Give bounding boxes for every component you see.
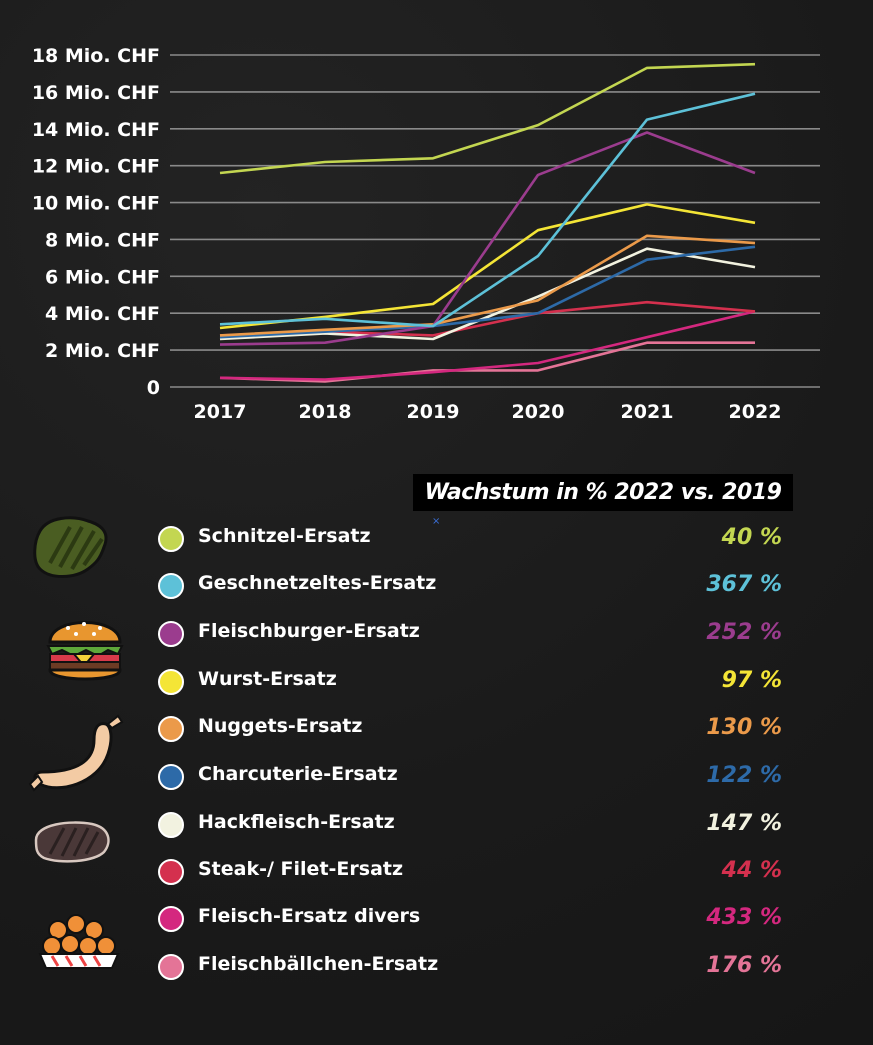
- y-tick-label: 16 Mio. CHF: [32, 82, 160, 104]
- legend-label: Hackfleisch-Ersatz: [198, 811, 395, 833]
- legend-color-dot: [158, 812, 184, 838]
- burger-icon: [46, 621, 124, 681]
- schnitzel-icon: [33, 516, 108, 578]
- x-tick-label: 2022: [729, 401, 782, 423]
- y-tick-label: 0: [147, 377, 160, 399]
- legend-color-dot: [158, 669, 184, 695]
- legend-item: Fleischburger-Ersatz 252 %: [158, 618, 798, 654]
- growth-value: 367 %: [706, 572, 782, 597]
- legend-item: Hackfleisch-Ersatz 147 %: [158, 809, 798, 845]
- growth-value: 97 %: [721, 668, 782, 693]
- legend-item: Schnitzel-Ersatz 40 %: [158, 523, 798, 559]
- growth-value: 252 %: [706, 620, 782, 645]
- y-tick-label: 18 Mio. CHF: [32, 45, 160, 67]
- chart-series: [219, 62, 756, 383]
- sausage-icon: [28, 714, 124, 792]
- growth-value: 176 %: [706, 953, 782, 978]
- legend-item: Steak-/ Filet-Ersatz 44 %: [158, 856, 798, 892]
- legend-item: Nuggets-Ersatz 130 %: [158, 713, 798, 749]
- legend-label: Fleischburger-Ersatz: [198, 620, 420, 642]
- legend-color-dot: [158, 859, 184, 885]
- legend-label: Fleisch-Ersatz divers: [198, 905, 421, 927]
- series-line: [219, 203, 756, 330]
- legend-item: Fleisch-Ersatz divers 433 %: [158, 903, 798, 939]
- legend-color-dot: [158, 906, 184, 932]
- x-tick-label: 2018: [299, 401, 352, 423]
- series-line: [219, 92, 756, 328]
- y-tick-label: 6 Mio. CHF: [45, 266, 160, 288]
- x-axis-ticks: 2017 2018 2019 2020 2021 2022: [194, 401, 782, 423]
- legend-color-dot: [158, 716, 184, 742]
- x-tick-label: 2017: [194, 401, 247, 423]
- y-tick-label: 2 Mio. CHF: [45, 340, 160, 362]
- legend-item: Wurst-Ersatz 97 %: [158, 666, 798, 702]
- growth-header: Wachstum in % 2022 vs. 2019: [413, 474, 793, 511]
- x-tick-label: 2019: [407, 401, 460, 423]
- steak-icon: [34, 821, 110, 863]
- legend-label: Schnitzel-Ersatz: [198, 525, 371, 547]
- growth-value: 130 %: [706, 715, 782, 740]
- legend-item: Fleischbällchen-Ersatz 176 %: [158, 951, 798, 987]
- meatballs-icon: [38, 914, 120, 969]
- x-tick-label: 2021: [621, 401, 674, 423]
- legend-color-dot: [158, 621, 184, 647]
- y-tick-label: 14 Mio. CHF: [32, 119, 160, 141]
- growth-value: 44 %: [721, 858, 782, 883]
- series-line: [219, 247, 756, 341]
- growth-value: 40 %: [721, 525, 782, 550]
- legend-label: Geschnetzeltes-Ersatz: [198, 572, 437, 594]
- y-tick-label: 8 Mio. CHF: [45, 229, 160, 251]
- legend-item: Geschnetzeltes-Ersatz 367 %: [158, 570, 798, 606]
- legend-color-dot: [158, 954, 184, 980]
- legend-color-dot: [158, 764, 184, 790]
- y-tick-label: 10 Mio. CHF: [32, 193, 160, 215]
- legend-color-dot: [158, 573, 184, 599]
- legend-label: Steak-/ Filet-Ersatz: [198, 858, 404, 880]
- y-tick-label: 4 Mio. CHF: [45, 303, 160, 325]
- series-line: [219, 310, 756, 381]
- growth-value: 147 %: [706, 811, 782, 836]
- legend-item: Charcuterie-Ersatz 122 %: [158, 761, 798, 797]
- series-line: [219, 62, 756, 175]
- y-axis-ticks: 18 Mio. CHF 16 Mio. CHF 14 Mio. CHF 12 Mio.…: [32, 45, 160, 399]
- growth-value: 433 %: [706, 905, 782, 930]
- series-line: [219, 131, 756, 346]
- legend-label: Wurst-Ersatz: [198, 668, 337, 690]
- series-line: [219, 341, 755, 383]
- legend-label: Charcuterie-Ersatz: [198, 763, 398, 785]
- series-line: [219, 234, 756, 337]
- series-line: [219, 245, 756, 339]
- x-tick-label: 2020: [512, 401, 565, 423]
- legend-color-dot: [158, 526, 184, 552]
- marker-icon: ×: [432, 516, 441, 527]
- y-tick-label: 12 Mio. CHF: [32, 156, 160, 178]
- growth-value: 122 %: [706, 763, 782, 788]
- legend-label: Nuggets-Ersatz: [198, 715, 363, 737]
- line-chart: 18 Mio. CHF 16 Mio. CHF 14 Mio. CHF 12 Mio.…: [32, 45, 820, 423]
- legend-label: Fleischbällchen-Ersatz: [198, 953, 439, 975]
